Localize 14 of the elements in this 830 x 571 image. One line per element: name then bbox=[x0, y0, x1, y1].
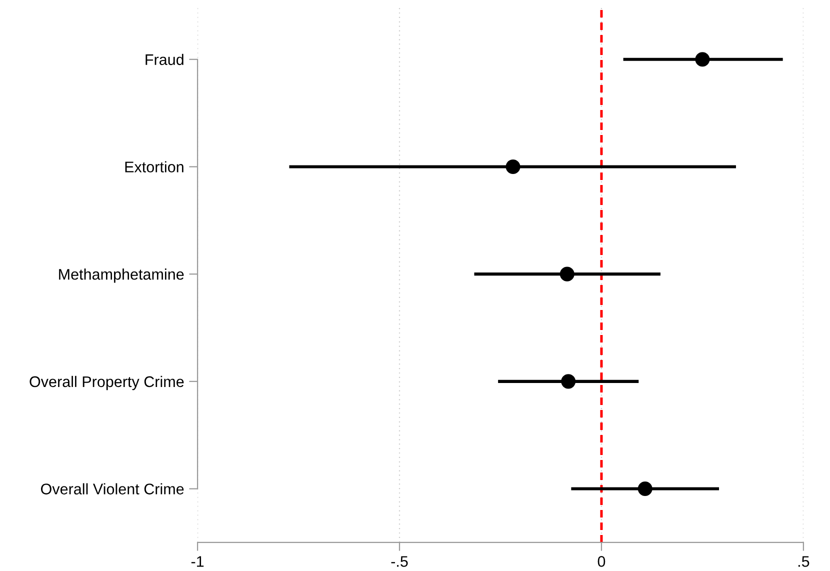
point bbox=[638, 481, 652, 496]
x-tick-label: .5 bbox=[798, 556, 810, 567]
x-tick-label: -1 bbox=[191, 556, 204, 567]
point bbox=[506, 159, 520, 174]
point bbox=[561, 374, 576, 389]
y-tick-label: Methamphetamine bbox=[59, 268, 184, 283]
y-tick-label: Overall Property Crime bbox=[30, 376, 184, 390]
y-tick-label: Extortion bbox=[125, 161, 184, 172]
point bbox=[695, 52, 710, 67]
x-tick-label: -.5 bbox=[391, 556, 408, 567]
y-tick-label: Overall Violent Crime bbox=[41, 483, 184, 494]
point bbox=[560, 266, 574, 282]
y-tick-label: Fraud bbox=[146, 54, 184, 66]
x-tick-label: 0 bbox=[598, 556, 606, 567]
